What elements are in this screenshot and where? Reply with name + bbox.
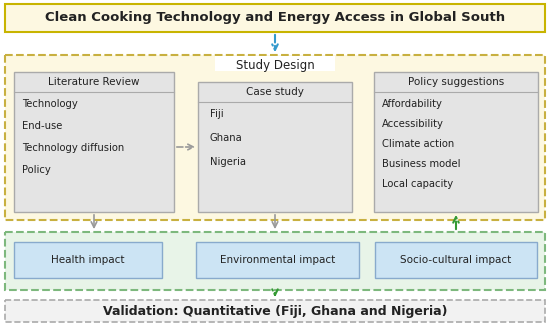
Text: Climate action: Climate action (382, 139, 454, 149)
Bar (5, 55, 545, 220)
Text: Literature Review: Literature Review (48, 77, 140, 87)
Bar (375, 242, 537, 278)
Text: Validation: Quantitative (Fiji, Ghana and Nigeria): Validation: Quantitative (Fiji, Ghana an… (103, 304, 447, 318)
Text: Fiji: Fiji (210, 109, 224, 119)
Bar (196, 242, 359, 278)
Text: Environmental impact: Environmental impact (220, 255, 335, 265)
Bar (215, 56, 335, 71)
Bar (5, 4, 545, 32)
Text: Technology diffusion: Technology diffusion (22, 143, 124, 153)
Text: Study Design: Study Design (235, 58, 315, 71)
Text: Ghana: Ghana (210, 133, 243, 143)
Bar (14, 242, 162, 278)
Text: Affordability: Affordability (382, 99, 443, 109)
Bar (5, 300, 545, 322)
Text: Business model: Business model (382, 159, 460, 169)
Bar (5, 232, 545, 290)
Text: Policy: Policy (22, 165, 51, 175)
Text: Local capacity: Local capacity (382, 179, 453, 189)
Text: Clean Cooking Technology and Energy Access in Global South: Clean Cooking Technology and Energy Acce… (45, 11, 505, 24)
Text: End-use: End-use (22, 121, 62, 131)
Bar (374, 72, 538, 212)
Text: Technology: Technology (22, 99, 78, 109)
Text: Nigeria: Nigeria (210, 157, 246, 167)
Text: Socio-cultural impact: Socio-cultural impact (400, 255, 512, 265)
Bar (198, 82, 352, 212)
Text: Health impact: Health impact (51, 255, 125, 265)
Text: Policy suggestions: Policy suggestions (408, 77, 504, 87)
Text: Accessibility: Accessibility (382, 119, 444, 129)
Bar (14, 72, 174, 212)
Text: Case study: Case study (246, 87, 304, 97)
